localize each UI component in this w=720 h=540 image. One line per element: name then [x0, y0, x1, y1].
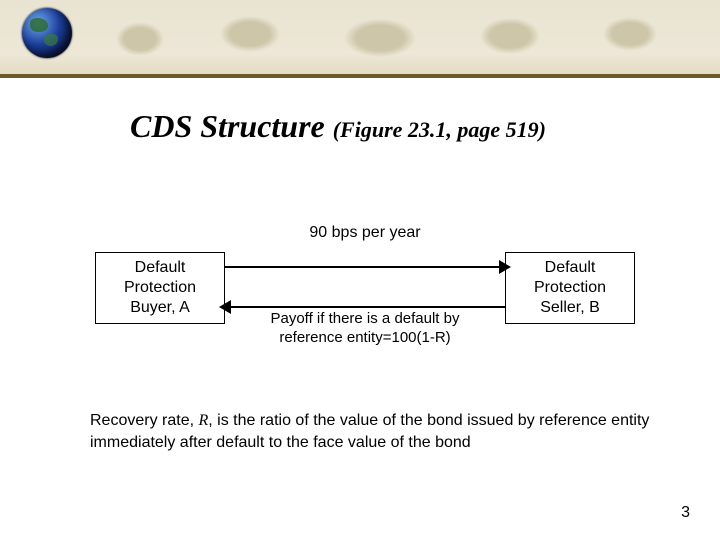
payoff-label-line-2: reference entity=100(1-R)	[279, 329, 450, 346]
premium-label: 90 bps per year	[95, 224, 635, 242]
payoff-label-line-1: Payoff if there is a default by	[270, 310, 459, 327]
premium-arrow-line	[225, 266, 505, 268]
buyer-line-3: Buyer, A	[130, 299, 190, 316]
cds-diagram: 90 bps per year Default Protection Buyer…	[95, 210, 635, 370]
payoff-arrow-line	[225, 306, 505, 308]
seller-box: Default Protection Seller, B	[505, 252, 635, 324]
title-main: CDS Structure	[130, 108, 333, 144]
seller-line-1: Default	[545, 259, 596, 276]
recovery-rate-text: Recovery rate, R, is the ratio of the va…	[90, 410, 650, 453]
world-map-strip	[0, 4, 720, 72]
payoff-label: Payoff if there is a default by referenc…	[235, 310, 495, 348]
footer-pre: Recovery rate,	[90, 412, 198, 429]
slide-title: CDS Structure (Figure 23.1, page 519)	[130, 108, 546, 145]
page-number: 3	[681, 504, 690, 522]
title-sub: (Figure 23.1, page 519)	[333, 117, 546, 142]
buyer-line-2: Protection	[124, 279, 196, 296]
seller-line-3: Seller, B	[540, 299, 600, 316]
buyer-line-1: Default	[135, 259, 186, 276]
footer-var: R	[198, 412, 208, 429]
premium-arrowhead-icon	[499, 260, 511, 274]
buyer-box: Default Protection Buyer, A	[95, 252, 225, 324]
seller-line-2: Protection	[534, 279, 606, 296]
payoff-arrowhead-icon	[219, 300, 231, 314]
slide-banner	[0, 0, 720, 78]
globe-icon	[22, 8, 72, 58]
